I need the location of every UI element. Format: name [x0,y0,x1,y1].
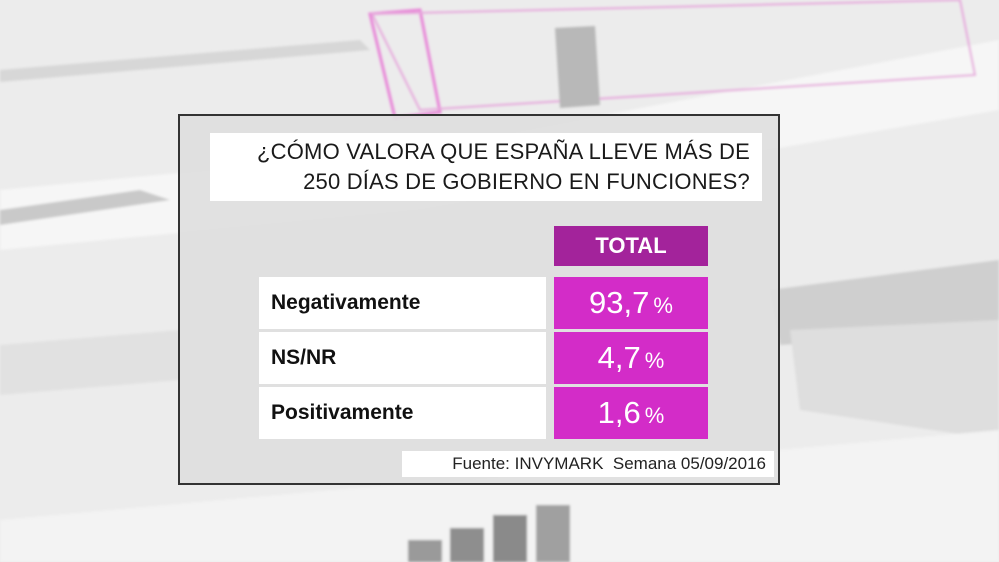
question-line-1: ¿CÓMO VALORA QUE ESPAÑA LLEVE MÁS DE [257,139,750,164]
question-title: ¿CÓMO VALORA QUE ESPAÑA LLEVE MÁS DE 250… [210,133,762,201]
value-number: 4,7 [597,340,641,375]
row-value-nsnr: 4,7 % [554,332,708,384]
row-label-positivamente: Positivamente [259,387,546,439]
value-number: 1,6 [597,395,641,430]
value-unit: % [653,293,673,318]
row-value-negativamente: 93,7 % [554,277,708,329]
row-value-positivamente: 1,6 % [554,387,708,439]
total-column-header: TOTAL [554,226,708,266]
value-number: 93,7 [589,285,650,320]
row-label-negativamente: Negativamente [259,277,546,329]
value-unit: % [644,348,665,373]
row-label-nsnr: NS/NR [259,332,546,384]
source-caption: Fuente: INVYMARK Semana 05/09/2016 [402,451,774,477]
question-line-2: 250 DÍAS DE GOBIERNO EN FUNCIONES? [303,169,750,194]
value-unit: % [644,403,665,428]
